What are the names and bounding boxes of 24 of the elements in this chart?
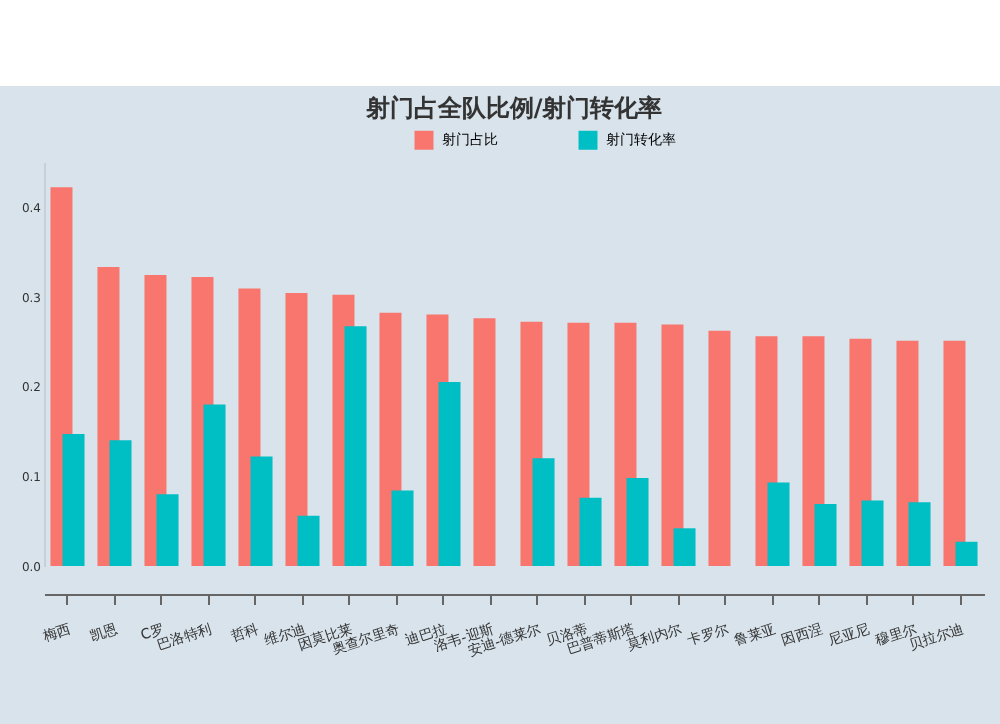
bar xyxy=(943,340,966,566)
bar xyxy=(579,497,602,566)
bar xyxy=(955,541,978,566)
bar xyxy=(203,404,226,566)
bar xyxy=(156,494,179,566)
bar xyxy=(814,504,837,566)
bar xyxy=(438,381,461,566)
bar xyxy=(391,490,414,566)
bar xyxy=(673,528,696,566)
bar xyxy=(109,440,132,566)
bar xyxy=(861,500,884,566)
bar xyxy=(908,502,931,566)
bar xyxy=(344,326,367,566)
bar xyxy=(250,456,273,566)
chart-title: 射门占全队比例/射门转化率 xyxy=(363,94,663,122)
bar xyxy=(661,324,684,566)
bar xyxy=(297,515,320,566)
bar xyxy=(767,482,790,566)
bar xyxy=(62,434,85,566)
bar xyxy=(626,478,649,566)
bar xyxy=(532,458,555,566)
bar xyxy=(473,318,496,566)
bar xyxy=(285,293,308,566)
bar xyxy=(708,330,731,566)
